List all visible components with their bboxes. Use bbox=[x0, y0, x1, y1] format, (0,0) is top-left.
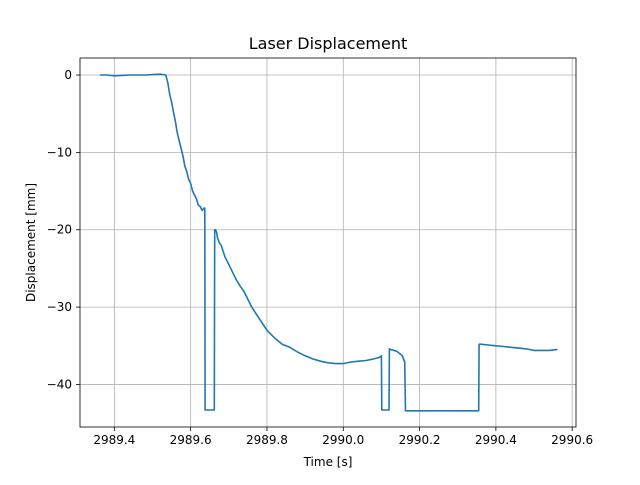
ticks: 2989.4 2989.6 2989.8 2990.0 2990.2 2990.4 2990… bbox=[47, 68, 594, 447]
y-tick-label: −20 bbox=[47, 223, 72, 237]
x-axis-label: Time [s] bbox=[303, 455, 353, 469]
x-tick-label: 2990.2 bbox=[399, 433, 441, 447]
x-tick-label: 2990.6 bbox=[551, 433, 593, 447]
y-axis-label: Displacement [mm] bbox=[24, 183, 38, 302]
y-tick-label: −40 bbox=[47, 377, 72, 391]
axes-frame bbox=[79, 57, 577, 428]
chart-title: Laser Displacement bbox=[249, 34, 408, 53]
x-tick-label: 2990.0 bbox=[322, 433, 364, 447]
y-tick-label: −30 bbox=[47, 300, 72, 314]
x-tick-label: 2989.8 bbox=[246, 433, 288, 447]
x-tick-label: 2990.4 bbox=[475, 433, 517, 447]
displacement-line bbox=[99, 73, 558, 412]
plot-area bbox=[80, 58, 576, 427]
y-tick-label: 0 bbox=[64, 68, 72, 82]
series-layer bbox=[99, 73, 558, 412]
x-tick-label: 2989.4 bbox=[93, 433, 135, 447]
x-tick-label: 2989.6 bbox=[170, 433, 212, 447]
y-tick-label: −10 bbox=[47, 145, 72, 159]
